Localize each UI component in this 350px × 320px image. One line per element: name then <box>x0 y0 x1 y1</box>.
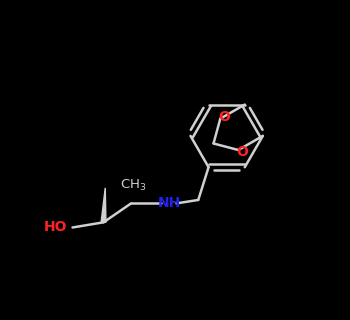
Text: O: O <box>237 145 248 159</box>
Polygon shape <box>101 188 106 222</box>
Text: HO: HO <box>44 220 67 235</box>
Text: O: O <box>218 110 230 124</box>
Text: NH: NH <box>158 196 181 210</box>
Text: CH$_3$: CH$_3$ <box>120 178 146 193</box>
